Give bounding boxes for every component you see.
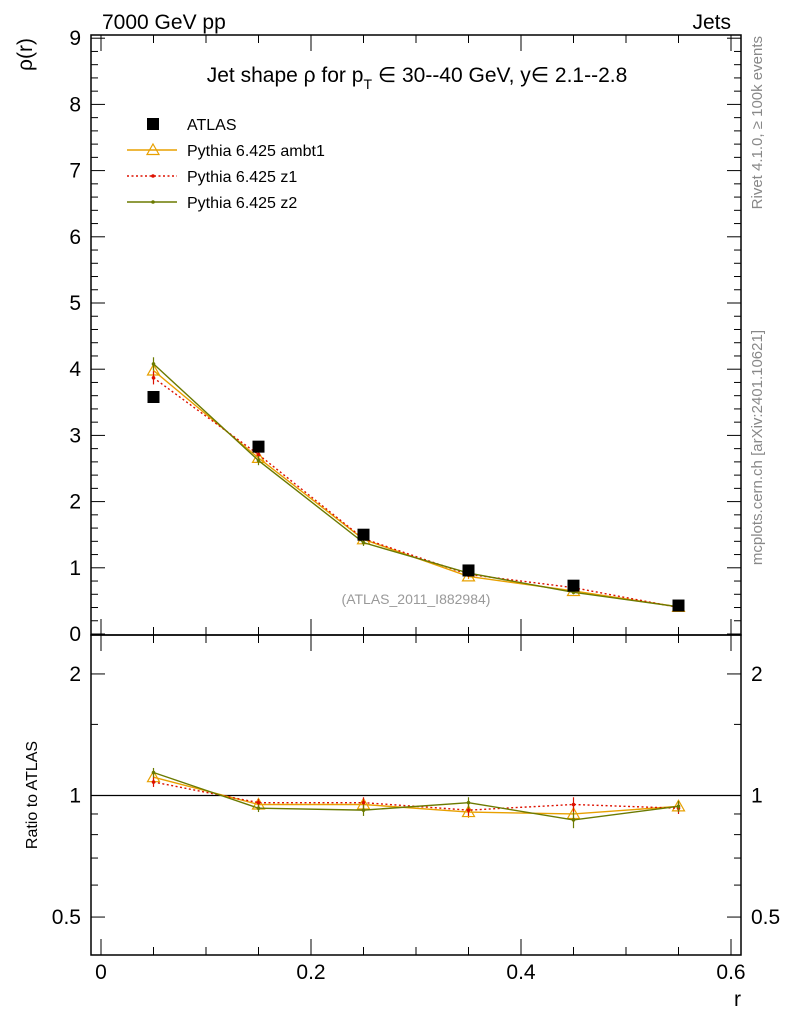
main-y-tick-label: 7 [69, 160, 81, 183]
x-axis-label: r [734, 988, 741, 1011]
legend-label: Pythia 6.425 z2 [187, 195, 297, 212]
x-tick-label: 0 [95, 961, 107, 984]
ratio-y-tick-label-right: 2 [751, 663, 763, 686]
ratio-data-point [571, 802, 576, 807]
x-tick-label: 0.4 [506, 961, 536, 984]
main-atlas-data-point [147, 391, 160, 404]
ratio-series-line [153, 771, 679, 821]
main-chart-title: Jet shape ρ for pT ∈ 30--40 GeV, y∈ 2.1-… [207, 64, 628, 92]
ratio-series-line [153, 776, 679, 815]
main-atlas-data-point [252, 440, 265, 453]
header-right: Jets [692, 11, 731, 34]
main-y-tick-label: 9 [69, 27, 81, 50]
ratio-data-point [361, 808, 366, 812]
header-left: 7000 GeV pp [102, 11, 226, 34]
legend-label: Pythia 6.425 z1 [187, 169, 297, 186]
title-part-pre: Jet shape ρ for p [207, 64, 364, 87]
main-atlas-data-point [567, 579, 580, 592]
main-y-tick-label: 4 [69, 358, 81, 381]
title-part-post: ∈ 30--40 GeV, y∈ 2.1--2.8 [372, 64, 627, 87]
main-y-axis-label: ρ(r) [14, 38, 37, 71]
title-part-sub: T [363, 76, 372, 92]
main-atlas-data-point [357, 528, 370, 541]
ratio-data-point [461, 804, 476, 818]
ratio-y-axis-label: Ratio to ATLAS [24, 741, 41, 849]
ratio-data-point [151, 770, 156, 775]
ratio-y-tick-label-right: 0.5 [751, 906, 780, 929]
main-y-tick-label: 5 [69, 292, 81, 315]
ratio-data-point [676, 804, 681, 809]
ratio-y-tick-label: 0.5 [52, 906, 81, 929]
ratio-y-tick-label: 1 [69, 785, 81, 808]
main-data-point [256, 452, 261, 457]
mcplots-label: mcplots.cern.ch [arXiv:2401.10621] [749, 330, 766, 565]
ratio-data-point [466, 800, 471, 805]
main-data-point [151, 362, 156, 366]
ratio-y-tick-label: 2 [69, 663, 81, 686]
main-y-tick-label: 0 [69, 623, 81, 646]
ratio-data-point [361, 800, 366, 805]
legend-marker [147, 118, 159, 130]
ratio-y-tick-label-right: 1 [751, 785, 763, 808]
main-y-tick-label: 6 [69, 226, 81, 249]
legend-label: ATLAS [187, 117, 237, 134]
main-atlas-data-point [672, 599, 685, 612]
main-series-line [153, 377, 679, 609]
x-tick-label: 0.2 [296, 961, 325, 984]
ratio-data-point [466, 808, 471, 812]
main-y-tick-label: 1 [69, 557, 81, 580]
legend-label: Pythia 6.425 ambt1 [187, 143, 325, 160]
main-series-line [153, 369, 679, 608]
legend-marker [151, 200, 155, 204]
legend-marker [151, 174, 155, 178]
main-data-point [151, 376, 156, 380]
main-data-point [361, 540, 366, 545]
main-data-point [256, 458, 261, 463]
legend-marker [145, 142, 161, 156]
ratio-data-point [256, 800, 261, 805]
ratio-data-point [151, 780, 156, 784]
rivet-version-label: Rivet 4.1.0, ≥ 100k events [749, 36, 766, 209]
x-tick-label: 0.6 [716, 961, 745, 984]
main-y-tick-label: 8 [69, 93, 81, 116]
main-y-tick-label: 2 [69, 491, 81, 514]
chart-marks: 0 1 2 3 4 5 6 7 8 9 0 0.2 0.4 0.6 0.5 0.5 1 1 2 2 ATLAS Pythi… [52, 27, 780, 984]
main-series-line [153, 363, 679, 608]
analysis-watermark: (ATLAS_2011_I882984) [342, 591, 491, 607]
ratio-data-point [256, 806, 261, 811]
main-y-tick-label: 3 [69, 424, 81, 447]
ratio-data-point [571, 818, 576, 822]
main-atlas-data-point [462, 564, 475, 577]
